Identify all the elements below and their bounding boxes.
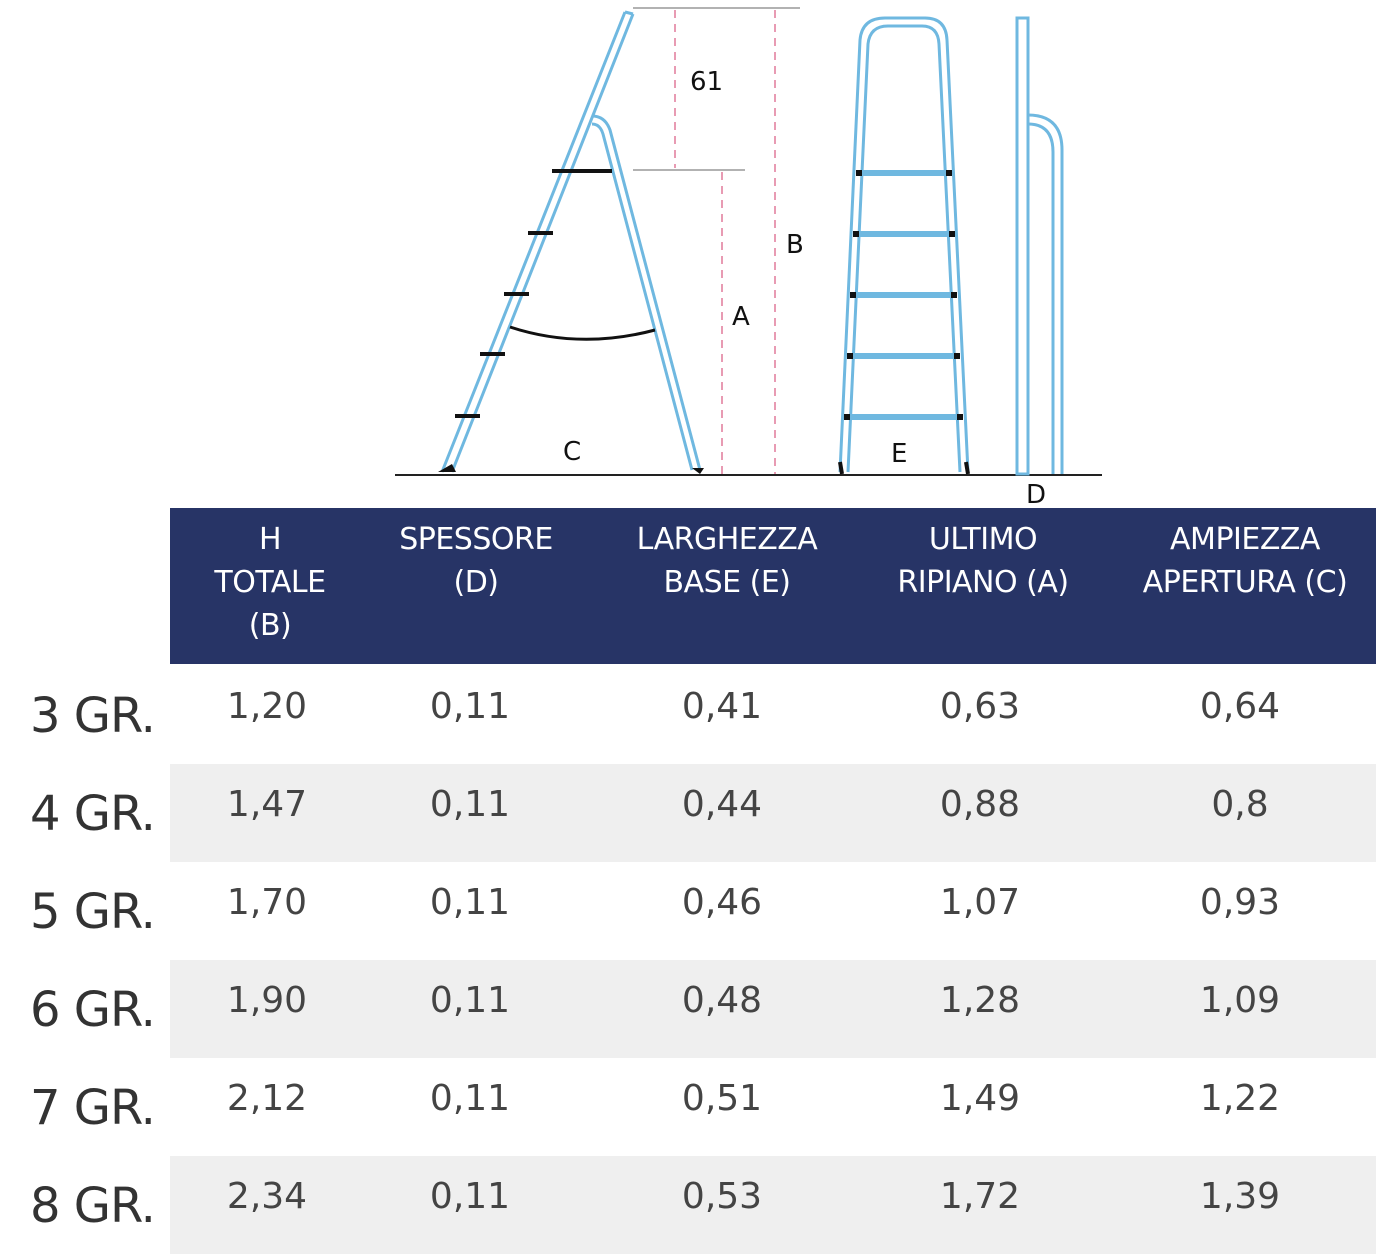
cell-larghezza-base: 0,48: [681, 980, 763, 1021]
row-label: 8 GR.: [30, 1178, 156, 1234]
dim-label-a: A: [732, 302, 750, 332]
cell-ultimo-ripiano: 1,72: [939, 1176, 1021, 1217]
dim-label-61: 61: [690, 67, 723, 97]
row-label: 4 GR.: [30, 786, 156, 842]
cell-spessore: 0,11: [429, 980, 511, 1021]
table-header: [170, 508, 1376, 664]
ladder-front-view: [838, 16, 970, 475]
cell-spessore: 0,11: [429, 686, 511, 727]
cell-spessore: 0,11: [429, 1176, 511, 1217]
cell-ultimo-ripiano: 0,63: [939, 686, 1021, 727]
row-label: 6 GR.: [30, 982, 156, 1038]
row-label: 5 GR.: [30, 884, 156, 940]
cell-ultimo-ripiano: 1,49: [939, 1078, 1021, 1119]
cell-larghezza-base: 0,44: [681, 784, 763, 825]
cell-larghezza-base: 0,41: [681, 686, 763, 727]
cell-larghezza-base: 0,53: [681, 1176, 763, 1217]
cell-h-totale: 2,12: [226, 1078, 308, 1119]
cell-h-totale: 1,70: [226, 882, 308, 923]
cell-ampiezza-apertura: 0,64: [1199, 686, 1281, 727]
dim-label-b: B: [786, 230, 804, 260]
ladder-depth-view: [1015, 16, 1064, 476]
cell-spessore: 0,11: [429, 882, 511, 923]
cell-ultimo-ripiano: 1,07: [939, 882, 1021, 923]
dim-label-c: C: [563, 437, 581, 467]
cell-h-totale: 1,47: [226, 784, 308, 825]
cell-ampiezza-apertura: 0,8: [1211, 784, 1269, 825]
ladder-diagram: 61 B A C E: [0, 0, 1376, 510]
cell-ultimo-ripiano: 1,28: [939, 980, 1021, 1021]
cell-larghezza-base: 0,51: [681, 1078, 763, 1119]
cell-ampiezza-apertura: 1,22: [1199, 1078, 1281, 1119]
cell-h-totale: 1,20: [226, 686, 308, 727]
cell-spessore: 0,11: [429, 784, 511, 825]
cell-larghezza-base: 0,46: [681, 882, 763, 923]
header-ampiezza-apertura: AMPIEZZA APERTURA (C): [1142, 522, 1348, 600]
cell-ampiezza-apertura: 0,93: [1199, 882, 1281, 923]
cell-ampiezza-apertura: 1,39: [1199, 1176, 1281, 1217]
table-row: 4 GR. 1,47 0,11 0,44 0,88 0,8: [0, 764, 1376, 862]
table-row: 7 GR. 2,12 0,11 0,51 1,49 1,22: [0, 1058, 1376, 1156]
dimension-lines: [633, 7, 800, 474]
table-row: 6 GR. 1,90 0,11 0,48 1,28 1,09: [0, 960, 1376, 1058]
cell-ampiezza-apertura: 1,09: [1199, 980, 1281, 1021]
header-spessore: SPESSORE (D): [399, 522, 553, 600]
cell-ultimo-ripiano: 0,88: [939, 784, 1021, 825]
cell-spessore: 0,11: [429, 1078, 511, 1119]
cell-h-totale: 2,34: [226, 1176, 308, 1217]
row-label: 7 GR.: [30, 1080, 156, 1136]
table-row: 5 GR. 1,70 0,11 0,46 1,07 0,93: [0, 862, 1376, 960]
dim-label-d: D: [1026, 480, 1046, 510]
ladder-side-view: [438, 10, 704, 474]
table-row: 3 GR. 1,20 0,11 0,41 0,63 0,64: [0, 666, 1376, 764]
cell-h-totale: 1,90: [226, 980, 308, 1021]
ladder-drawing: 61 B A C E: [395, 7, 1102, 510]
header-ultimo-ripiano: ULTIMO RIPIANO (A): [897, 522, 1069, 600]
dim-label-e: E: [891, 439, 907, 469]
row-label: 3 GR.: [30, 688, 156, 744]
table-row: 8 GR. 2,34 0,11 0,53 1,72 1,39: [0, 1156, 1376, 1254]
header-h-totale: H TOTALE (B): [214, 522, 326, 643]
header-larghezza-base: LARGHEZZA BASE (E): [636, 522, 818, 600]
